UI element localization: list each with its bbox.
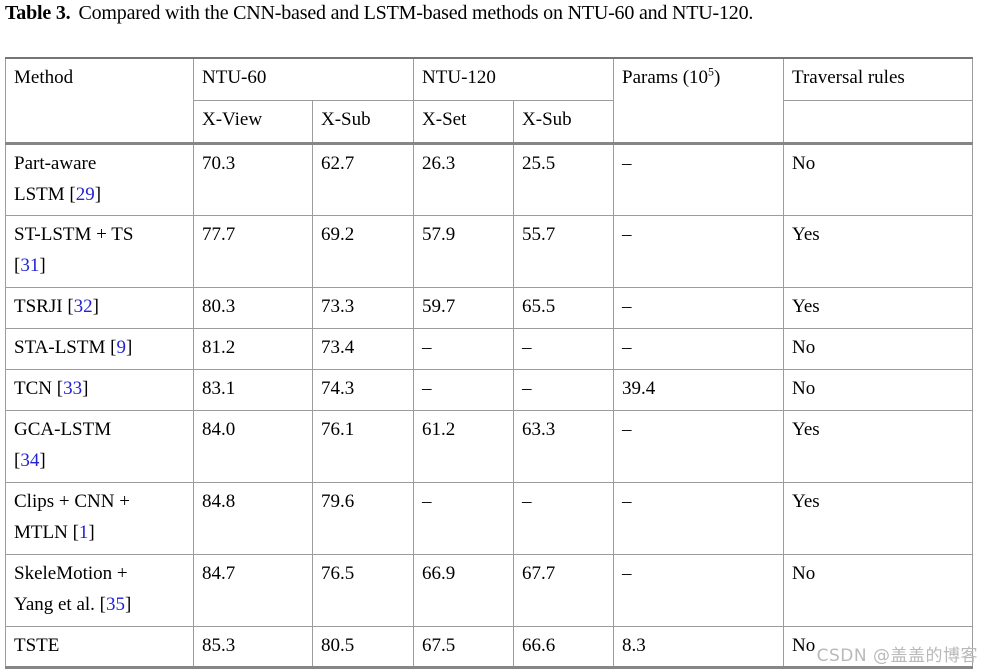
cell-xsub120: 67.7 xyxy=(513,553,615,627)
cell-traversal: No xyxy=(783,368,974,411)
table-row: SkeleMotion + Yang et al. [35] 84.7 76.5… xyxy=(5,553,974,627)
subcol-header-xset: X-Set xyxy=(413,99,515,145)
cell-xsub60: 79.6 xyxy=(311,481,415,555)
table-row: Part-aware LSTM [29] 70.3 62.7 26.3 25.5… xyxy=(5,142,974,216)
subcol-header-xsub60: X-Sub xyxy=(311,99,415,145)
citation-link[interactable]: 31 xyxy=(20,254,40,276)
cell-xsub60: 62.7 xyxy=(311,142,415,216)
cell-xview: 70.3 xyxy=(193,142,313,216)
cell-xview: 81.2 xyxy=(193,327,313,370)
cell-method: Part-aware LSTM [29] xyxy=(5,142,194,216)
cell-method: SkeleMotion + Yang et al. [35] xyxy=(5,553,194,627)
table-row: Clips + CNN + MTLN [1] 84.8 79.6 – – – Y… xyxy=(5,481,974,555)
citation-link[interactable]: 33 xyxy=(63,377,83,399)
cell-xsub60: 74.3 xyxy=(311,368,415,411)
results-table: Method NTU-60 NTU-120 Params (105) Trave… xyxy=(5,57,974,669)
cell-xset: 66.9 xyxy=(413,553,515,627)
header-row-top: Method NTU-60 NTU-120 Params (105) Trave… xyxy=(5,57,974,145)
subcol-header-xsub120: X-Sub xyxy=(513,99,615,145)
cell-params: – xyxy=(613,142,785,216)
cell-xview: 83.1 xyxy=(193,368,313,411)
cell-xset: 59.7 xyxy=(413,286,515,329)
cell-params: – xyxy=(613,327,785,370)
cell-xsub60: 73.3 xyxy=(311,286,415,329)
cell-xsub120: 25.5 xyxy=(513,142,615,216)
cell-xsub120: – xyxy=(513,368,615,411)
cell-traversal: No xyxy=(783,327,974,370)
cell-xsub120: 66.6 xyxy=(513,625,615,669)
cell-xview: 85.3 xyxy=(193,625,313,669)
cell-params: 8.3 xyxy=(613,625,785,669)
table-row: GCA-LSTM [34] 84.0 76.1 61.2 63.3 – Yes xyxy=(5,409,974,483)
col-group-ntu120: NTU-120 xyxy=(413,57,615,101)
subcol-header-traversal-empty xyxy=(783,99,974,145)
table-caption: Table 3. Compared with the CNN-based and … xyxy=(5,2,753,25)
params-exponent: 5 xyxy=(708,65,714,79)
citation-link[interactable]: 9 xyxy=(116,336,126,358)
cell-xset: – xyxy=(413,368,515,411)
cell-xsub60: 76.1 xyxy=(311,409,415,483)
cell-xset: 61.2 xyxy=(413,409,515,483)
cell-method: GCA-LSTM [34] xyxy=(5,409,194,483)
cell-xset: 57.9 xyxy=(413,214,515,288)
cell-traversal: Yes xyxy=(783,214,974,288)
cell-params: – xyxy=(613,409,785,483)
cell-params: – xyxy=(613,553,785,627)
citation-link[interactable]: 1 xyxy=(78,521,89,543)
cell-xset: – xyxy=(413,327,515,370)
cell-xview: 77.7 xyxy=(193,214,313,288)
cell-traversal: Yes xyxy=(783,481,974,555)
caption-text: Compared with the CNN-based and LSTM-bas… xyxy=(78,2,754,24)
col-header-params: Params (105) xyxy=(613,57,785,145)
cell-xset: – xyxy=(413,481,515,555)
cell-xsub120: 65.5 xyxy=(513,286,615,329)
cell-params: – xyxy=(613,481,785,555)
cell-xset: 67.5 xyxy=(413,625,515,669)
cell-xsub120: – xyxy=(513,327,615,370)
citation-link[interactable]: 35 xyxy=(106,593,126,615)
caption-label: Table 3. xyxy=(5,2,71,24)
cell-xview: 84.0 xyxy=(193,409,313,483)
citation-link[interactable]: 32 xyxy=(73,295,93,317)
table-row: TSRJI [32] 80.3 73.3 59.7 65.5 – Yes xyxy=(5,286,974,329)
cell-traversal: Yes xyxy=(783,286,974,329)
col-header-traversal: Traversal rules xyxy=(783,57,974,101)
cell-xsub60: 76.5 xyxy=(311,553,415,627)
table-row: TSTE 85.3 80.5 67.5 66.6 8.3 No xyxy=(5,625,974,669)
cell-xsub60: 73.4 xyxy=(311,327,415,370)
cell-traversal: No xyxy=(783,142,974,216)
cell-xset: 26.3 xyxy=(413,142,515,216)
cell-xsub120: 55.7 xyxy=(513,214,615,288)
col-header-method: Method xyxy=(5,57,194,145)
cell-params: – xyxy=(613,286,785,329)
cell-method: STA-LSTM [9] xyxy=(5,327,194,370)
col-group-ntu60: NTU-60 xyxy=(192,57,415,101)
table-row: TCN [33] 83.1 74.3 – – 39.4 No xyxy=(5,368,974,411)
citation-link[interactable]: 34 xyxy=(20,449,40,471)
cell-params: 39.4 xyxy=(613,368,785,411)
cell-method: TSTE xyxy=(5,625,194,669)
cell-traversal: No xyxy=(783,553,974,627)
cell-params: – xyxy=(613,214,785,288)
cell-xview: 84.7 xyxy=(193,553,313,627)
table-row: ST-LSTM + TS [31] 77.7 69.2 57.9 55.7 – … xyxy=(5,214,974,288)
cell-method: Clips + CNN + MTLN [1] xyxy=(5,481,194,555)
header-row-sub: X-View X-Sub X-Set X-Sub xyxy=(6,99,974,145)
cell-method: ST-LSTM + TS [31] xyxy=(5,214,194,288)
cell-method: TSRJI [32] xyxy=(5,286,194,329)
table-row: STA-LSTM [9] 81.2 73.4 – – – No xyxy=(5,327,974,370)
cell-traversal: No xyxy=(783,625,974,669)
cell-xsub60: 69.2 xyxy=(311,214,415,288)
citation-link[interactable]: 29 xyxy=(75,183,95,205)
cell-xsub120: 63.3 xyxy=(513,409,615,483)
cell-traversal: Yes xyxy=(783,409,974,483)
subcol-header-xview: X-View xyxy=(193,99,313,145)
cell-xview: 84.8 xyxy=(193,481,313,555)
cell-method: TCN [33] xyxy=(5,368,194,411)
cell-xsub120: – xyxy=(513,481,615,555)
cell-xsub60: 80.5 xyxy=(311,625,415,669)
cell-xview: 80.3 xyxy=(193,286,313,329)
